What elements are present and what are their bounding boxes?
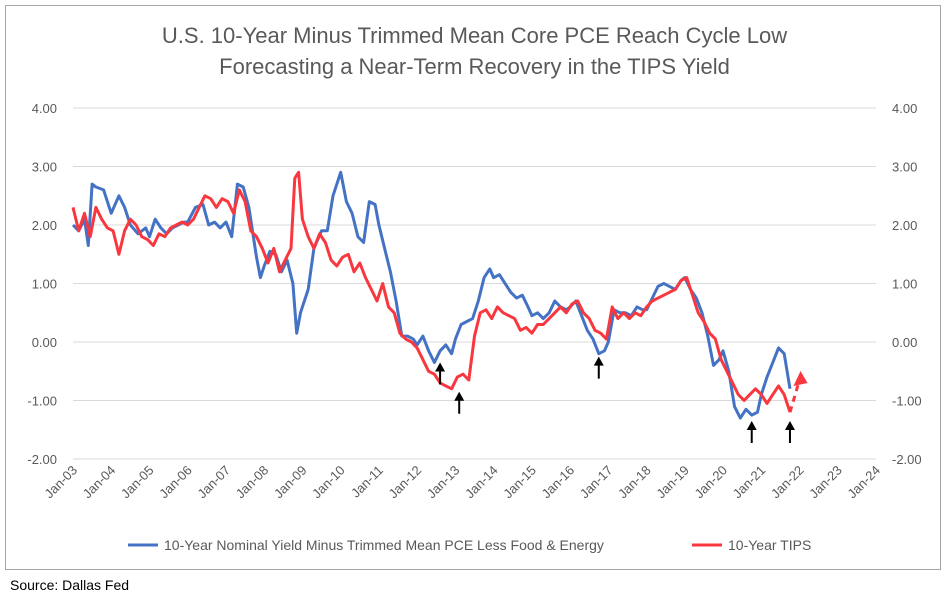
arrow-head bbox=[454, 391, 465, 401]
x-tick-label: Jan-09 bbox=[271, 463, 310, 502]
chart-frame bbox=[5, 5, 941, 570]
x-tick-label: Jan-11 bbox=[348, 463, 386, 501]
arrow-up-icon bbox=[454, 391, 465, 414]
y-tick-label: 1.00 bbox=[32, 277, 57, 292]
y-tick-label: 2.00 bbox=[892, 218, 917, 233]
y-tick-label: 3.00 bbox=[892, 160, 917, 175]
x-tick-label: Jan-12 bbox=[386, 463, 425, 502]
x-tick-label: Jan-06 bbox=[156, 463, 195, 502]
x-tick-label: Jan-04 bbox=[80, 463, 119, 502]
legend-item-2: 10-Year TIPS bbox=[692, 537, 811, 553]
y-tick-label: -2.00 bbox=[27, 452, 57, 467]
x-tick-label: Jan-24 bbox=[844, 463, 883, 502]
legend-label: 10-Year Nominal Yield Minus Trimmed Mean… bbox=[164, 537, 604, 553]
y-tick-label: 4.00 bbox=[32, 101, 57, 116]
y-tick-label: 0.00 bbox=[892, 335, 917, 350]
y-axis-left: 4.00 3.00 2.00 1.00 0.00 -1.00 -2.00 bbox=[27, 101, 57, 467]
x-tick-label: Jan-10 bbox=[309, 463, 348, 502]
x-tick-label: Jan-19 bbox=[653, 463, 692, 502]
annotation-arrows bbox=[435, 356, 795, 443]
arrow-up-icon bbox=[593, 356, 604, 379]
y-tick-label: 2.00 bbox=[32, 218, 57, 233]
chart-title-line-1: U.S. 10-Year Minus Trimmed Mean Core PCE… bbox=[161, 23, 788, 48]
y-tick-label: -1.00 bbox=[27, 394, 57, 409]
x-tick-label: Jan-20 bbox=[691, 463, 730, 502]
series-lines bbox=[71, 170, 808, 420]
gridlines bbox=[73, 107, 876, 460]
x-tick-label: Jan-22 bbox=[768, 463, 807, 502]
forecast-line bbox=[788, 379, 801, 413]
legend: 10-Year Nominal Yield Minus Trimmed Mean… bbox=[128, 537, 811, 553]
chart-title: U.S. 10-Year Minus Trimmed Mean Core PCE… bbox=[0, 20, 949, 82]
x-tick-label: Jan-14 bbox=[462, 463, 501, 502]
arrow-up-icon bbox=[784, 420, 795, 443]
arrow-up-icon bbox=[435, 362, 446, 385]
x-tick-label: Jan-13 bbox=[424, 463, 463, 502]
x-tick-label: Jan-21 bbox=[730, 463, 769, 502]
y-tick-label: 0.00 bbox=[32, 335, 57, 350]
chart-title-line-2: Forecasting a Near-Term Recovery in the … bbox=[219, 54, 730, 79]
arrow-head bbox=[435, 362, 446, 372]
x-axis: Jan-03 Jan-04 Jan-05 Jan-06 Jan-07 Jan-08 Jan-… bbox=[41, 463, 883, 502]
y-tick-label: 4.00 bbox=[892, 101, 917, 116]
x-tick-label: Jan-18 bbox=[615, 463, 654, 502]
x-tick-label: Jan-03 bbox=[41, 463, 80, 502]
x-tick-label: Jan-07 bbox=[194, 463, 233, 502]
legend-item-1: 10-Year Nominal Yield Minus Trimmed Mean… bbox=[128, 537, 604, 553]
arrow-head bbox=[784, 420, 795, 430]
x-tick-label: Jan-23 bbox=[806, 463, 845, 502]
arrow-up-icon bbox=[746, 420, 757, 443]
y-tick-label: -1.00 bbox=[892, 394, 922, 409]
x-tick-label: Jan-05 bbox=[118, 463, 157, 502]
arrow-head bbox=[593, 356, 604, 366]
x-tick-label: Jan-17 bbox=[577, 463, 616, 502]
y-tick-label: -2.00 bbox=[892, 452, 922, 467]
y-tick-label: 1.00 bbox=[892, 277, 917, 292]
legend-label: 10-Year TIPS bbox=[728, 537, 811, 553]
arrow-head bbox=[746, 420, 757, 430]
forecast-arrowhead bbox=[793, 371, 808, 387]
series-line-2 bbox=[71, 170, 792, 413]
x-tick-label: Jan-15 bbox=[500, 463, 539, 502]
series-line-1 bbox=[71, 170, 792, 420]
x-tick-label: Jan-08 bbox=[233, 463, 272, 502]
y-tick-label: 3.00 bbox=[32, 160, 57, 175]
source-note: Source: Dallas Fed bbox=[10, 577, 130, 593]
x-tick-label: Jan-16 bbox=[539, 463, 578, 502]
y-axis-right: 4.00 3.00 2.00 1.00 0.00 -1.00 -2.00 bbox=[892, 101, 922, 467]
